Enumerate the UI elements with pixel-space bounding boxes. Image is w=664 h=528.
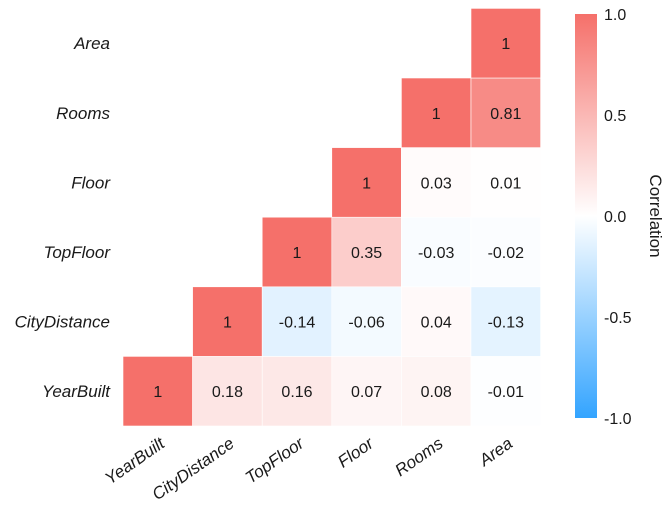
heatmap-cell-YearBuilt-CityDistance xyxy=(192,356,263,427)
legend-ticks: 1.0 0.5 0.0 -0.5 -1.0 xyxy=(604,7,632,428)
cell-value-Floor-Floor: 1 xyxy=(362,175,371,192)
cell-value-Rooms-Area: 0.81 xyxy=(490,106,521,123)
y-axis-labels: YearBuilt CityDistance TopFloor Floor Rooms A… xyxy=(15,34,112,401)
cell-value-TopFloor-Floor: 0.35 xyxy=(351,245,382,262)
y-label-Rooms: Rooms xyxy=(56,104,110,123)
heatmap-cell-YearBuilt-Area xyxy=(470,356,541,427)
cell-value-TopFloor-Rooms: -0.03 xyxy=(418,245,455,262)
heatmap-cell-YearBuilt-YearBuilt xyxy=(122,356,193,427)
legend-tick-label: 1.0 xyxy=(604,7,626,24)
heatmap-cell-Floor-Floor xyxy=(331,147,402,218)
y-label-Floor: Floor xyxy=(71,173,111,192)
heatmap-cell-Rooms-Area xyxy=(470,77,541,148)
y-label-CityDistance: CityDistance xyxy=(15,313,110,332)
heatmap-cell-CityDistance-Floor xyxy=(331,286,402,357)
cell-value-CityDistance-CityDistance: 1 xyxy=(223,315,232,332)
cell-value-TopFloor-Area: -0.02 xyxy=(488,245,525,262)
heatmap-cell-Floor-Area xyxy=(470,147,541,218)
cell-value-YearBuilt-YearBuilt: 1 xyxy=(153,384,162,401)
heatmap-cell-Area-Area xyxy=(470,8,541,79)
cell-value-CityDistance-Floor: -0.06 xyxy=(348,315,385,332)
cell-value-YearBuilt-Floor: 0.07 xyxy=(351,384,382,401)
cell-value-YearBuilt-TopFloor: 0.16 xyxy=(281,384,312,401)
x-label-Area: Area xyxy=(475,434,516,471)
cell-value-CityDistance-Area: -0.13 xyxy=(488,315,525,332)
heatmap-cell-CityDistance-TopFloor xyxy=(261,286,333,357)
heatmap-cell-TopFloor-Area xyxy=(470,216,541,288)
legend-tick-label: -1.0 xyxy=(604,411,632,428)
heatmap-cell-YearBuilt-Rooms xyxy=(401,356,472,427)
y-label-TopFloor: TopFloor xyxy=(44,243,112,262)
y-label-Area: Area xyxy=(73,34,110,53)
cell-value-Floor-Rooms: 0.03 xyxy=(421,175,452,192)
legend-tick-label: 0.0 xyxy=(604,209,626,226)
heatmap-cell-Floor-Rooms xyxy=(401,147,472,218)
heatmap-cell-CityDistance-Area xyxy=(470,286,541,357)
cell-value-Floor-Area: 0.01 xyxy=(490,175,521,192)
cell-value-CityDistance-TopFloor: -0.14 xyxy=(279,315,316,332)
x-label-Rooms: Rooms xyxy=(391,433,446,480)
cell-value-Rooms-Rooms: 1 xyxy=(432,106,441,123)
heatmap-cell-CityDistance-Rooms xyxy=(401,286,472,357)
heatmap-cells: 1 0.18 0.16 0.07 0.08 -0.01 1 -0.14 -0.06 0.04 -0.… xyxy=(122,8,541,427)
legend-tick-label: -0.5 xyxy=(604,310,632,327)
cell-value-YearBuilt-Area: -0.01 xyxy=(488,384,525,401)
cell-value-TopFloor-TopFloor: 1 xyxy=(293,245,302,262)
legend-title: Correlation xyxy=(646,174,664,257)
color-legend: 1.0 0.5 0.0 -0.5 -1.0 Correlation xyxy=(575,7,664,428)
legend-tick-label: 0.5 xyxy=(604,108,626,125)
cell-value-CityDistance-Rooms: 0.04 xyxy=(421,315,452,332)
x-label-Floor: Floor xyxy=(334,433,378,472)
heatmap-cell-TopFloor-TopFloor xyxy=(261,216,333,288)
heatmap-cell-Rooms-Rooms xyxy=(401,77,472,148)
heatmap-cell-TopFloor-Floor xyxy=(331,216,402,288)
cell-value-YearBuilt-CityDistance: 0.18 xyxy=(212,384,243,401)
x-label-TopFloor: TopFloor xyxy=(242,433,308,487)
legend-colorbar xyxy=(575,14,597,418)
cell-value-YearBuilt-Rooms: 0.08 xyxy=(421,384,452,401)
heatmap-cell-CityDistance-CityDistance xyxy=(192,286,263,357)
cell-value-Area-Area: 1 xyxy=(501,36,510,53)
heatmap-cell-YearBuilt-Floor xyxy=(331,356,402,427)
y-label-YearBuilt: YearBuilt xyxy=(42,382,111,401)
